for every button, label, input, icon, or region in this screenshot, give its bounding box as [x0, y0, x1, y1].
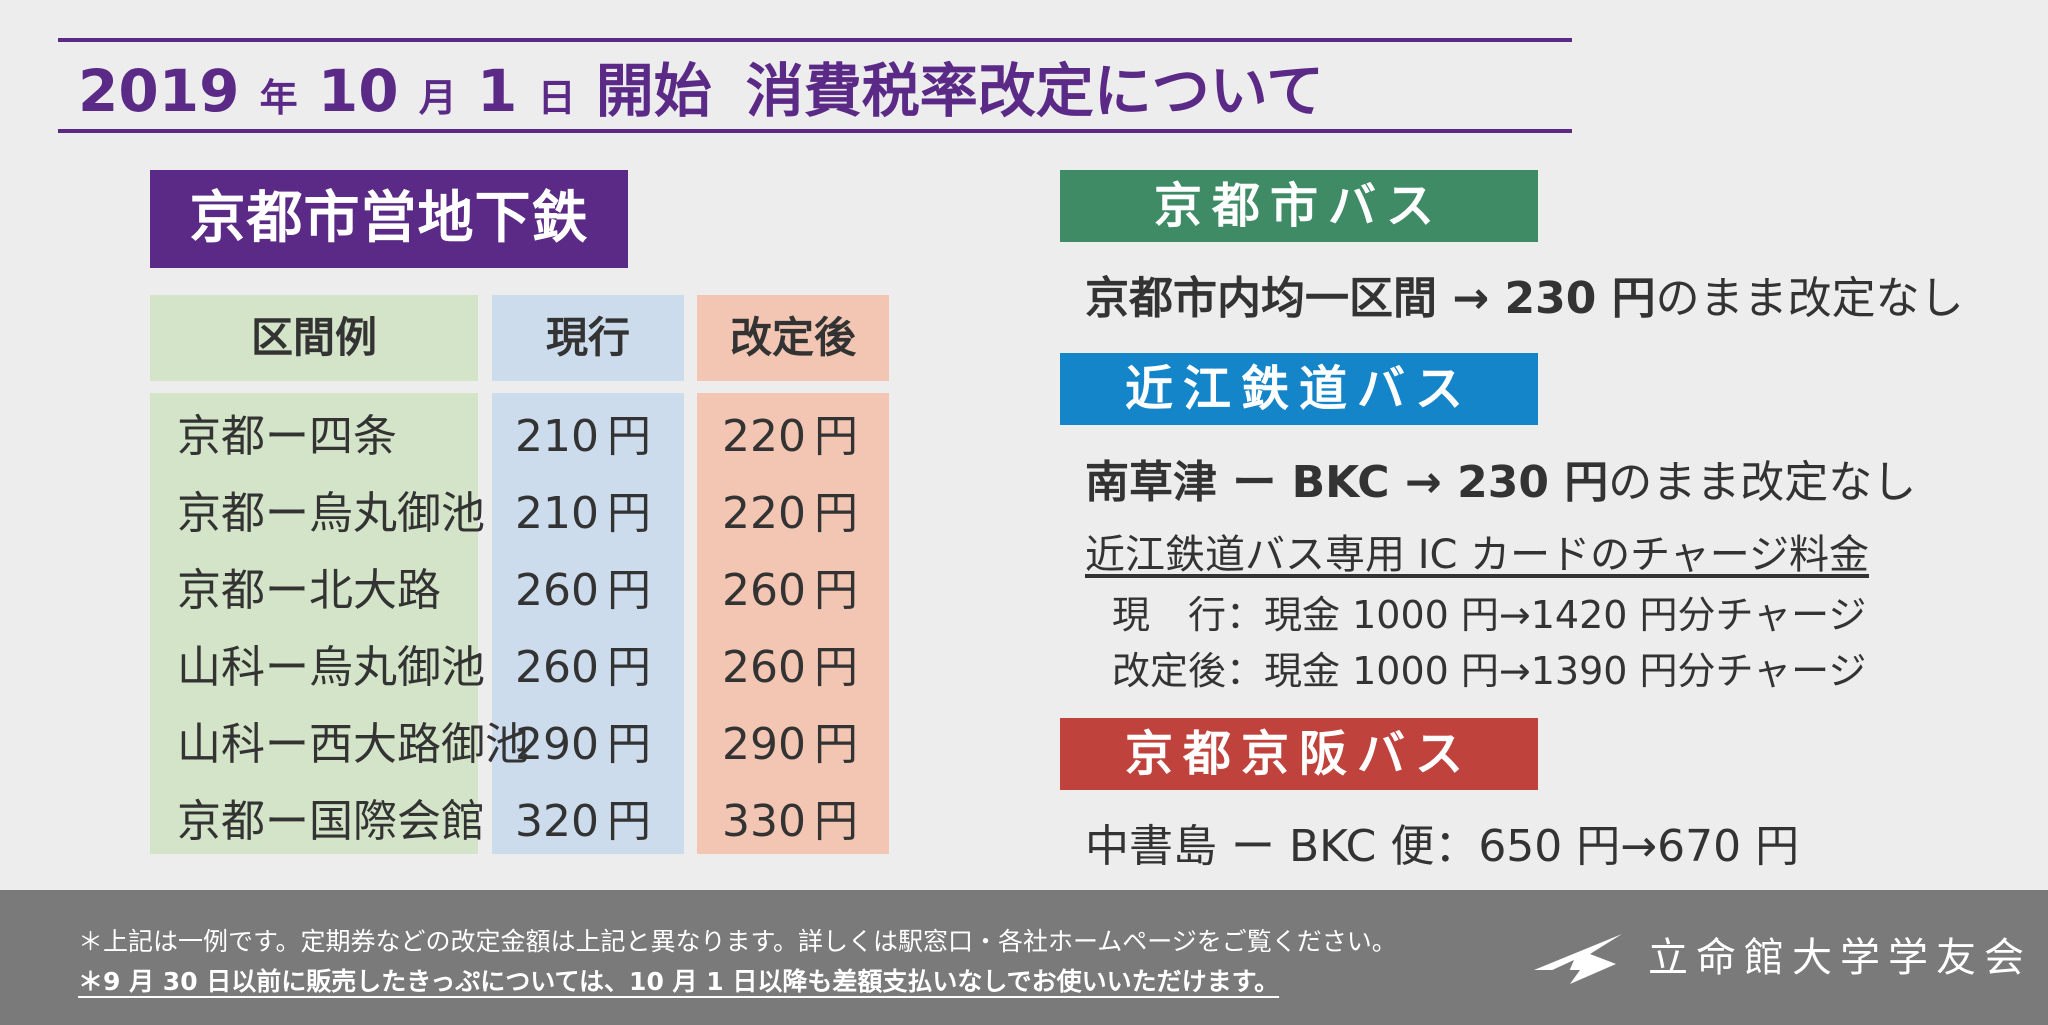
column-header-route-label: 区間例 [250, 313, 377, 362]
table-row-route-value: 京都ー北大路 [177, 565, 441, 616]
page-title: 2019 年 10 月 1 日 開始 消費税率改定について [78, 50, 1324, 132]
column-revised-body [697, 393, 889, 854]
table-row-current-fare: 320 円 [515, 785, 651, 849]
yen-unit: 円 [813, 719, 858, 770]
table-row-current-fare-value: 260 [515, 565, 599, 616]
ohmi-bus-fare: 南草津 ー BKC → 230 円 [1085, 457, 1609, 508]
yen-unit: 円 [606, 411, 651, 462]
yen-unit: 円 [813, 796, 858, 847]
column-header-revised: 改定後 [697, 295, 889, 381]
title-top-rule [58, 38, 1572, 42]
table-row-revised-fare-value: 220 [722, 488, 806, 539]
title-month-unit: 月 [418, 76, 457, 120]
table-row-revised-fare: 220 円 [722, 400, 858, 464]
ohmi-ic-revised-value: 現金 1000 円→1390 円分チャージ [1264, 649, 1867, 693]
subway-heading: 京都市営地下鉄 [150, 170, 628, 268]
city-bus-fare-line: 京都市内均一区間 → 230 円のまま改定なし [1085, 262, 1964, 326]
table-row-route: 山科ー西大路御池 [177, 708, 529, 772]
ohmi-ic-card-title: 近江鉄道バス専用 IC カードのチャージ料金 [1085, 532, 1869, 578]
table-row-current-fare-value: 210 [515, 488, 599, 539]
title-day-unit: 日 [537, 76, 576, 120]
column-header-revised-label: 改定後 [729, 313, 856, 362]
title-subject: 消費税率改定について [745, 57, 1325, 125]
table-row-revised-fare: 290 円 [722, 708, 858, 772]
column-route-body [150, 393, 478, 854]
city-bus-heading: 京都市バス [1060, 170, 1538, 242]
ohmi-bus-fare-note: のまま改定なし [1608, 457, 1917, 508]
table-row-route: 京都ー北大路 [177, 554, 441, 618]
column-header-current-label: 現行 [545, 313, 630, 362]
ohmi-ic-revised-label: 改定後： [1112, 649, 1265, 693]
ohmi-bus-fare-line: 南草津 ー BKC → 230 円のまま改定なし [1085, 446, 1916, 510]
ohmi-ic-card-revised: 改定後：現金 1000 円→1390 円分チャージ [1112, 640, 1866, 695]
yen-unit: 円 [606, 565, 651, 616]
keihan-bus-heading: 京都京阪バス [1060, 718, 1538, 790]
keihan-bus-fare-line: 中書島 ー BKC 便：650 円→670 円 [1085, 821, 1800, 872]
table-row-revised-fare: 260 円 [722, 554, 858, 618]
table-row-route-value: 京都ー国際会館 [177, 796, 485, 847]
title-month: 10 [317, 57, 399, 125]
table-row-current-fare-value: 320 [515, 796, 599, 847]
title-year-unit: 年 [259, 76, 298, 120]
column-current-body [492, 393, 684, 854]
ohmi-ic-card-current: 現 行：現金 1000 円→1420 円分チャージ [1112, 584, 1866, 639]
table-row-route: 京都ー四条 [177, 400, 397, 464]
column-header-route: 区間例 [150, 295, 478, 381]
title-bottom-rule [58, 129, 1572, 133]
table-row-current-fare: 210 円 [515, 400, 651, 464]
table-row-route-value: 山科ー烏丸御池 [177, 642, 485, 693]
table-row-route-value: 京都ー四条 [177, 411, 397, 462]
table-row-revised-fare-value: 290 [722, 719, 806, 770]
table-row-route-value: 京都ー烏丸御池 [177, 488, 485, 539]
table-row-revised-fare: 260 円 [722, 631, 858, 695]
table-row-revised-fare-value: 260 [722, 642, 806, 693]
ohmi-ic-current-value: 現金 1000 円→1420 円分チャージ [1264, 593, 1867, 637]
ritsumeikan-logo-icon [1534, 934, 1622, 984]
yen-unit: 円 [606, 796, 651, 847]
table-row-current-fare-value: 210 [515, 411, 599, 462]
yen-unit: 円 [606, 488, 651, 539]
table-row-current-fare: 260 円 [515, 631, 651, 695]
organization-name: 立命館大学学友会 [1648, 935, 2032, 981]
column-header-current: 現行 [492, 295, 684, 381]
table-row-current-fare-value: 260 [515, 642, 599, 693]
table-row-current-fare: 210 円 [515, 477, 651, 541]
table-row-route-value: 山科ー西大路御池 [177, 719, 529, 770]
ohmi-ic-current-label: 現 行： [1112, 593, 1265, 637]
yen-unit: 円 [813, 642, 858, 693]
table-row-current-fare: 260 円 [515, 554, 651, 618]
city-bus-fare: 京都市内均一区間 → 230 円 [1085, 273, 1656, 324]
yen-unit: 円 [813, 488, 858, 539]
table-row-revised-fare: 330 円 [722, 785, 858, 849]
table-row-revised-fare: 220 円 [722, 477, 858, 541]
footer-bar [0, 890, 2048, 1025]
table-row-current-fare-value: 290 [515, 719, 599, 770]
table-row-current-fare: 290 円 [515, 708, 651, 772]
city-bus-fare-note: のまま改定なし [1655, 273, 1964, 324]
table-row-revised-fare-value: 330 [722, 796, 806, 847]
yen-unit: 円 [813, 565, 858, 616]
title-start: 開始 [595, 57, 712, 125]
title-year: 2019 [78, 57, 240, 125]
yen-unit: 円 [813, 411, 858, 462]
footer-note-tickets: ＊9 月 30 日以前に販売したきっぷについては、10 月 1 日以降も差額支払… [78, 967, 1280, 996]
yen-unit: 円 [606, 719, 651, 770]
table-row-route: 山科ー烏丸御池 [177, 631, 485, 695]
table-row-route: 京都ー国際会館 [177, 785, 485, 849]
table-row-revised-fare-value: 260 [722, 565, 806, 616]
table-row-revised-fare-value: 220 [722, 411, 806, 462]
table-row-route: 京都ー烏丸御池 [177, 477, 485, 541]
footer-note-example: ＊上記は一例です。定期券などの改定金額は上記と異なります。詳しくは駅窓口・各社ホ… [78, 927, 1397, 956]
ohmi-bus-heading: 近江鉄道バス [1060, 353, 1538, 425]
yen-unit: 円 [606, 642, 651, 693]
title-day: 1 [477, 57, 518, 125]
